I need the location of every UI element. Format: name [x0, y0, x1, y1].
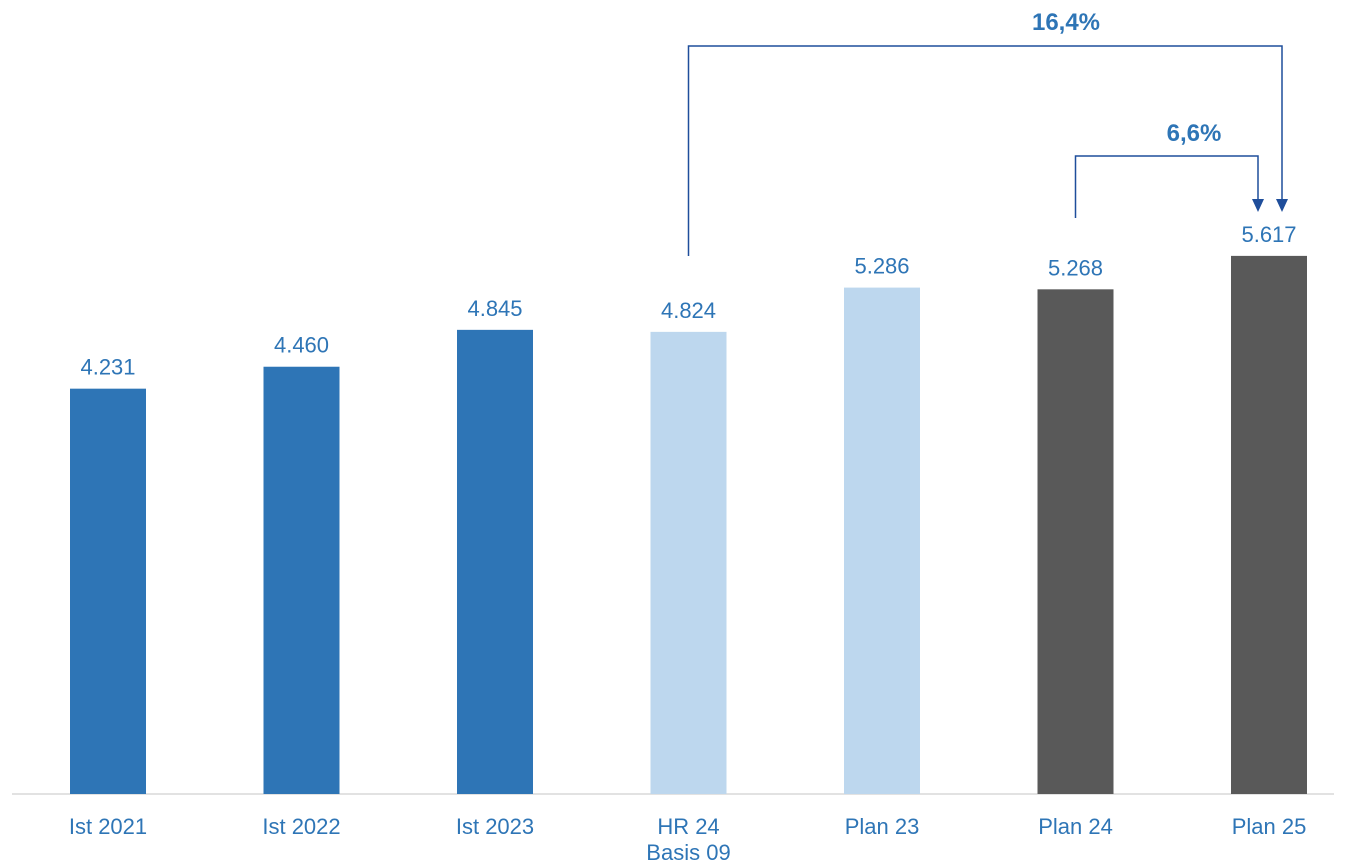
- value-labels-group: 4.231 4.460 4.845 4.824 5.286 5.268 5.617: [80, 222, 1296, 380]
- bar: [844, 287, 920, 794]
- arrow-head-icon: [1276, 199, 1288, 212]
- growth-annotation: 6,6%: [1074, 120, 1264, 218]
- growth-bracket-line: [687, 45, 1283, 256]
- bars-group: [70, 255, 1307, 794]
- bar: [650, 331, 727, 794]
- growth-percent-label: 16,4%: [1032, 9, 1100, 36]
- arrow-head-icon: [1252, 199, 1264, 212]
- growth-annotations-group: 16,4% 6,6%: [687, 9, 1288, 256]
- x-tick-label: Plan 25: [1232, 814, 1307, 839]
- data-label: 5.286: [854, 254, 909, 279]
- x-tick-label: Plan 23: [845, 814, 920, 839]
- bar: [1037, 289, 1114, 794]
- data-label: 4.460: [274, 333, 329, 358]
- bar: [70, 388, 146, 794]
- x-tick-label: Ist 2022: [262, 814, 340, 839]
- bar: [263, 366, 340, 794]
- x-tick-label: Plan 24: [1038, 814, 1113, 839]
- growth-bracket-line: [1074, 155, 1259, 218]
- x-tick-label: Ist 2021: [69, 814, 147, 839]
- data-label: 5.617: [1241, 222, 1296, 247]
- bar: [457, 329, 533, 794]
- data-label: 5.268: [1048, 255, 1103, 280]
- growth-annotation: 16,4%: [687, 9, 1288, 256]
- growth-percent-label: 6,6%: [1167, 120, 1222, 147]
- category-labels-group: Ist 2021 Ist 2022 Ist 2023 HR 24 Basis 09 Pla…: [69, 814, 1306, 865]
- x-tick-label: Ist 2023: [456, 814, 534, 839]
- bar: [1231, 255, 1307, 794]
- data-label: 4.845: [467, 296, 522, 321]
- x-tick-label: HR 24 Basis 09: [646, 814, 730, 865]
- data-label: 4.231: [80, 355, 135, 380]
- data-label: 4.824: [661, 298, 716, 323]
